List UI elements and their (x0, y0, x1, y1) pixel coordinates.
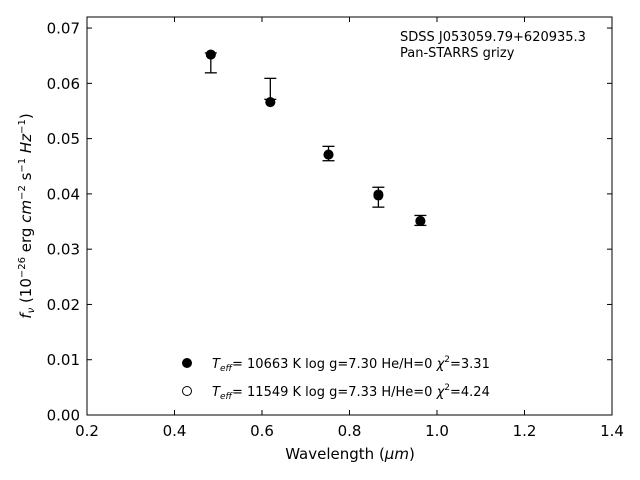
model-point-open (415, 215, 426, 226)
model-point-open (323, 149, 334, 160)
legend-marker-open (182, 386, 192, 396)
annotation-object-name: SDSS J053059.79+620935.3 (400, 30, 586, 45)
y-tick-label: 0.06 (47, 75, 80, 93)
y-axis-title: fν (10−26 erg cm−2 s−1 Hz−1) (17, 113, 37, 318)
x-tick-label: 0.8 (338, 422, 362, 440)
y-tick-label: 0.02 (47, 296, 80, 314)
y-tick-label: 0.05 (47, 130, 80, 148)
x-axis-title: Wavelength (μm) (285, 445, 415, 463)
model-point-open (265, 97, 276, 108)
legend-entry-1: Teff= 10663 K log g=7.30 He/H=0 χ2=3.31 (212, 355, 490, 374)
y-tick-label: 0.07 (47, 20, 80, 38)
model-point-open (373, 189, 384, 200)
legend: Teff= 10663 K log g=7.30 He/H=0 χ2=3.31 … (182, 355, 490, 402)
annotation-survey: Pan-STARRS grizy (400, 46, 515, 61)
plot-frame (86, 16, 613, 416)
x-tick-label: 0.2 (75, 422, 99, 440)
legend-marker-filled (182, 358, 192, 368)
y-tick-label: 0.03 (47, 241, 80, 259)
axis-ticks (86, 17, 613, 416)
y-tick-label: 0.01 (47, 351, 80, 369)
data-points (205, 49, 426, 226)
y-tick-label: 0.04 (47, 185, 80, 203)
x-tick-label: 0.6 (250, 422, 274, 440)
model-point-open (205, 49, 216, 60)
tick-labels: 0.2 0.4 0.6 0.8 1.0 1.2 1.4 0.00 0.01 0.02 0.03 0.0… (47, 20, 624, 440)
x-tick-label: 1.4 (600, 422, 624, 440)
error-bars (204, 52, 427, 227)
x-tick-label: 1.2 (513, 422, 537, 440)
y-tick-label: 0.00 (47, 407, 80, 425)
x-tick-label: 0.4 (163, 422, 187, 440)
x-tick-label: 1.0 (425, 422, 449, 440)
legend-entry-2: Teff= 11549 K log g=7.33 H/He=0 χ2=4.24 (212, 383, 490, 402)
